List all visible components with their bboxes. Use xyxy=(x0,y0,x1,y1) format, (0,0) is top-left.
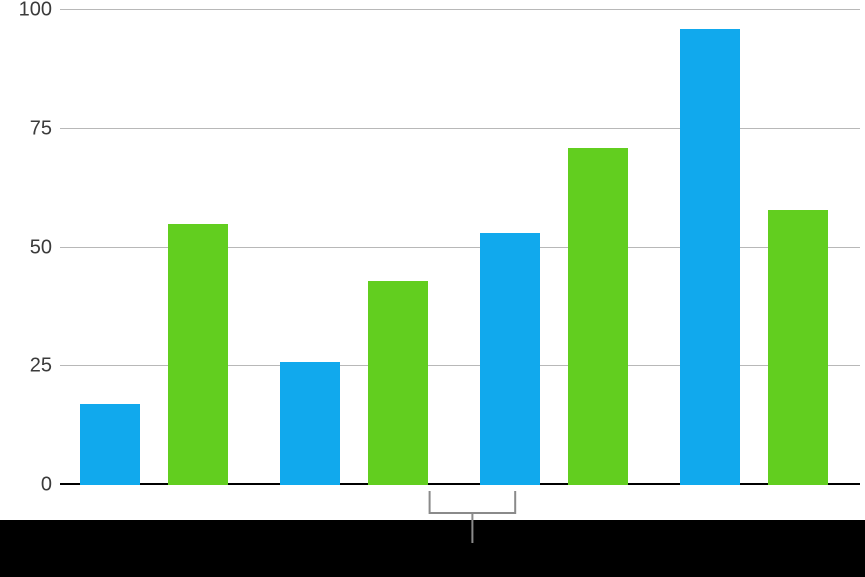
chart-container: 0255075100 xyxy=(0,0,865,520)
gap-bracket-annotation xyxy=(0,0,865,577)
